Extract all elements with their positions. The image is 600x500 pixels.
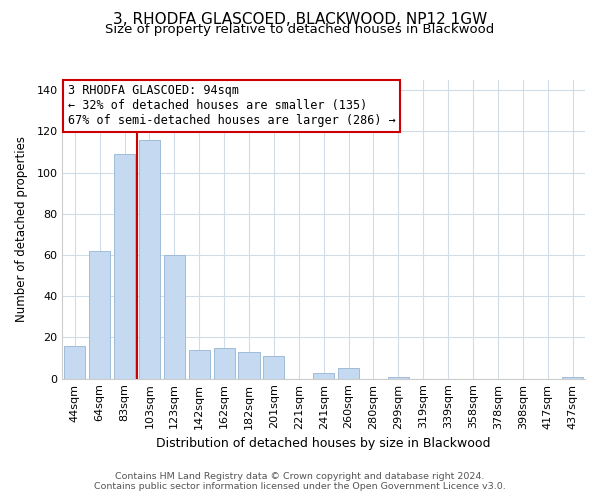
Bar	[89, 251, 110, 378]
Text: 3, RHODFA GLASCOED, BLACKWOOD, NP12 1GW: 3, RHODFA GLASCOED, BLACKWOOD, NP12 1GW	[113, 12, 487, 28]
X-axis label: Distribution of detached houses by size in Blackwood: Distribution of detached houses by size …	[157, 437, 491, 450]
Text: 3 RHODFA GLASCOED: 94sqm
← 32% of detached houses are smaller (135)
67% of semi-: 3 RHODFA GLASCOED: 94sqm ← 32% of detach…	[68, 84, 395, 128]
Bar	[313, 372, 334, 378]
Text: Size of property relative to detached houses in Blackwood: Size of property relative to detached ho…	[106, 24, 494, 36]
Bar	[64, 346, 85, 378]
Bar	[338, 368, 359, 378]
Text: Contains HM Land Registry data © Crown copyright and database right 2024.: Contains HM Land Registry data © Crown c…	[115, 472, 485, 481]
Y-axis label: Number of detached properties: Number of detached properties	[15, 136, 28, 322]
Text: Contains public sector information licensed under the Open Government Licence v3: Contains public sector information licen…	[94, 482, 506, 491]
Bar	[164, 255, 185, 378]
Bar	[214, 348, 235, 378]
Bar	[388, 376, 409, 378]
Bar	[139, 140, 160, 378]
Bar	[263, 356, 284, 378]
Bar	[114, 154, 135, 378]
Bar	[188, 350, 210, 378]
Bar	[562, 376, 583, 378]
Bar	[238, 352, 260, 378]
